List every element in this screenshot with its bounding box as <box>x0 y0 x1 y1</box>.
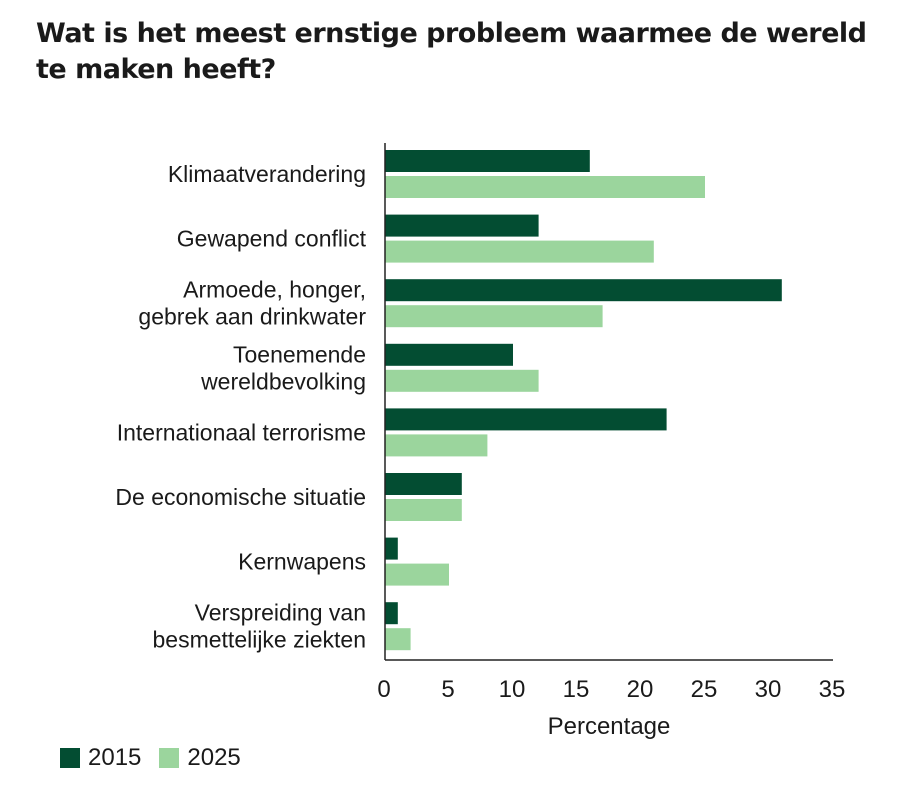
x-tick-label: 25 <box>691 676 718 703</box>
x-axis-label: Percentage <box>548 713 671 740</box>
bar-2015 <box>385 473 462 495</box>
category-label: Internationaal terrorisme <box>117 419 366 445</box>
legend-item-2015: 2015 <box>60 744 141 772</box>
x-tick-label: 15 <box>563 676 590 703</box>
bar-2025 <box>385 240 654 263</box>
x-tick-label: 30 <box>755 676 782 703</box>
category-label: Toenemende wereldbevolking <box>200 341 366 394</box>
category-label: Gewapend conflict <box>177 226 367 252</box>
category-label: Verspreiding van besmettelijke ziekten <box>153 600 367 653</box>
legend-label-2025: 2025 <box>187 744 241 771</box>
bar-2025 <box>385 434 488 457</box>
chart-title: Wat is het meest ernstige probleem waarm… <box>36 18 867 85</box>
bar-2015 <box>385 214 539 237</box>
legend-swatch-2025 <box>159 748 180 768</box>
category-label: Klimaatverandering <box>168 161 366 187</box>
x-tick-label: 0 <box>377 676 390 703</box>
x-tick-label: 10 <box>499 676 526 703</box>
legend-swatch-2015 <box>60 748 80 768</box>
bar-2025 <box>385 563 449 586</box>
bar-2015 <box>385 537 398 560</box>
bar-2015 <box>385 343 513 366</box>
x-tick-label: 5 <box>441 676 454 703</box>
bar-2015 <box>385 279 782 302</box>
bar-2015 <box>385 150 590 172</box>
legend-label-2015: 2015 <box>88 744 142 771</box>
legend-item-2025: 2025 <box>159 744 241 772</box>
bar-2025 <box>385 499 462 521</box>
bar-2015 <box>385 602 398 625</box>
category-label: De economische situatie <box>115 484 366 510</box>
x-tick-label: 20 <box>627 676 654 703</box>
bar-2025 <box>385 176 705 198</box>
bar-2025 <box>385 628 411 651</box>
category-label: Kernwapens <box>238 549 366 575</box>
category-label: Armoede, honger, gebrek aan drinkwater <box>138 277 366 330</box>
legend: 2015 2025 <box>60 744 259 772</box>
bar-2025 <box>385 305 603 328</box>
x-tick-label: 35 <box>819 676 846 703</box>
bar-2025 <box>385 369 539 392</box>
bar-2015 <box>385 408 667 431</box>
